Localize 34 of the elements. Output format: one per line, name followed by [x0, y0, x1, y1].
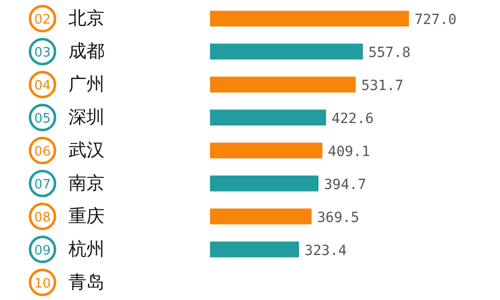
y-tick-label: 广州 — [68, 74, 104, 96]
bar — [210, 76, 356, 92]
data-label: 394.7 — [324, 176, 366, 193]
text: 09 — [34, 243, 51, 258]
bar — [210, 208, 312, 224]
y-tick-label: 南京 — [68, 172, 104, 194]
text: 08 — [34, 210, 51, 226]
y-tick-label: 北京 — [68, 8, 104, 30]
data-label: 409.1 — [328, 144, 370, 160]
data-label: 323.4 — [304, 242, 347, 259]
text: 03 — [34, 46, 51, 61]
y-tick-label: 青岛 — [68, 272, 104, 293]
data-label: 557.8 — [368, 45, 411, 62]
bar — [210, 142, 322, 158]
text: 10 — [34, 276, 51, 292]
y-tick-label: 成都 — [68, 41, 104, 62]
y-tick-label: 杭州 — [68, 238, 104, 260]
bar — [210, 10, 409, 27]
data-label: 727.0 — [414, 12, 457, 28]
data-label: 531.7 — [361, 78, 404, 94]
text: 07 — [34, 177, 51, 192]
text: 06 — [34, 144, 51, 160]
text: 04 — [34, 78, 51, 94]
y-tick-label: 深圳 — [68, 107, 104, 128]
text: 05 — [34, 112, 51, 127]
data-label: 369.5 — [317, 210, 360, 226]
bar — [210, 241, 300, 258]
text: 02 — [34, 12, 51, 28]
y-tick-label: 重庆 — [68, 206, 104, 227]
bar — [210, 110, 326, 126]
data-label: 422.6 — [332, 111, 374, 128]
bar — [210, 176, 318, 192]
bar — [210, 44, 363, 60]
y-tick-label: 武汉 — [68, 140, 104, 161]
